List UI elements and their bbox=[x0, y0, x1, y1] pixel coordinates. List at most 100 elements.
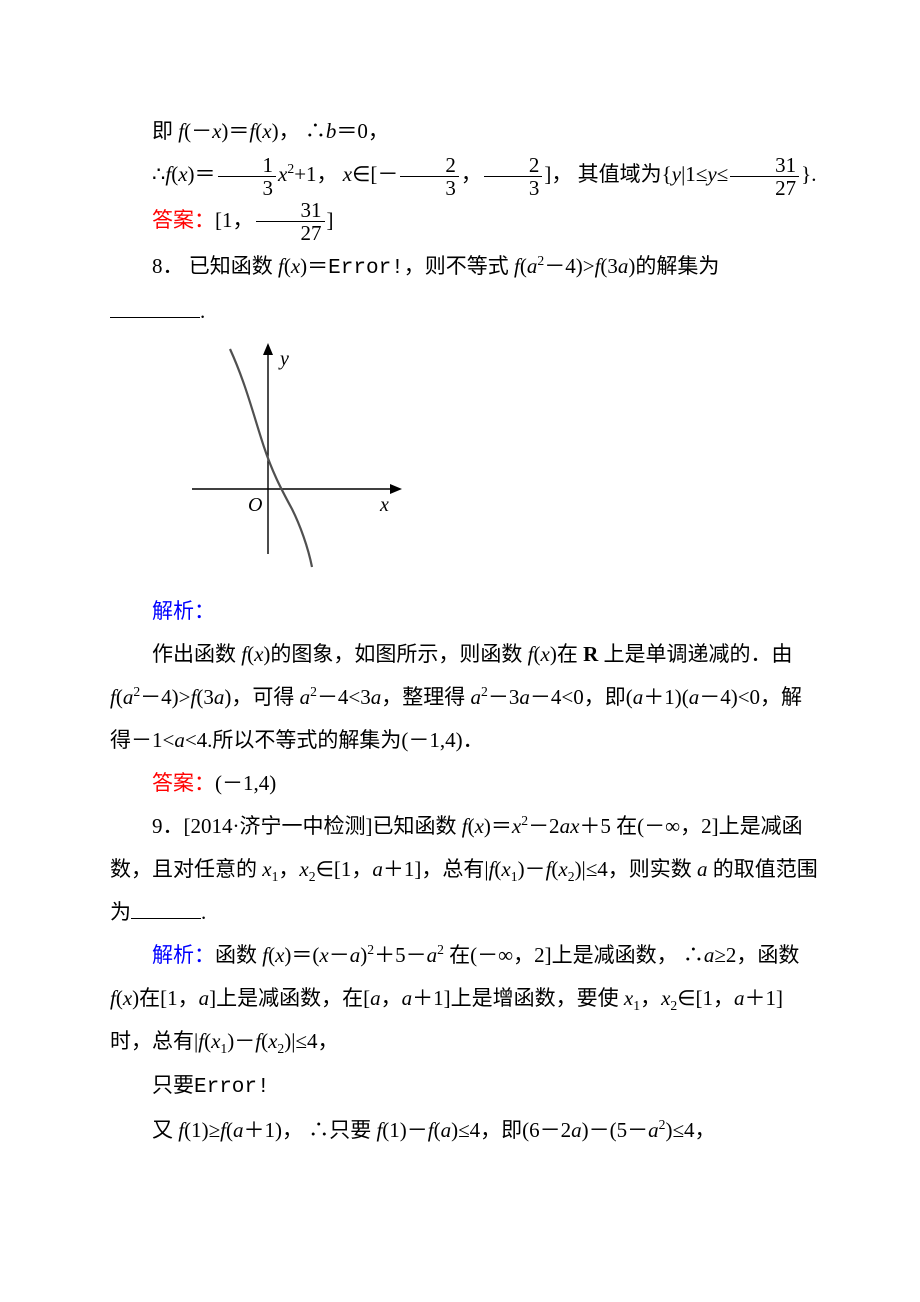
text: ( bbox=[204, 1029, 211, 1053]
answer-line-1: 答案：[1，3127] bbox=[110, 199, 820, 245]
answer-text: (－1,4) bbox=[215, 771, 276, 795]
text: +1， bbox=[294, 162, 343, 186]
text: ∴ bbox=[152, 162, 165, 186]
exponent: 2 bbox=[437, 942, 444, 957]
text: (1)≥ bbox=[184, 1118, 220, 1142]
text: (3 bbox=[600, 254, 618, 278]
fill-blank bbox=[110, 317, 200, 318]
text: )|≤4，则实数 bbox=[575, 857, 697, 881]
var-a: a bbox=[427, 943, 438, 967]
var-x: x bbox=[123, 986, 132, 1010]
text: ( bbox=[226, 1118, 233, 1142]
text: ，整理得 bbox=[381, 685, 470, 709]
var-a: a bbox=[519, 685, 530, 709]
y-axis-label: y bbox=[278, 348, 289, 370]
var-x: x bbox=[570, 814, 579, 838]
var-b: b bbox=[326, 119, 337, 143]
text: ( bbox=[468, 814, 475, 838]
var-a: a bbox=[441, 1118, 452, 1142]
text: )，可得 bbox=[224, 685, 299, 709]
var-x1: x bbox=[501, 857, 510, 881]
answer-8: 答案：(－1,4) bbox=[110, 762, 820, 805]
text: ∈[－ bbox=[352, 162, 398, 186]
answer-label: 答案： bbox=[152, 208, 215, 232]
var-y: y bbox=[672, 162, 681, 186]
question-8-stem: 8． 已知函数 f(x)＝Error!，则不等式 f(a2－4)>f(3a)的解… bbox=[110, 245, 820, 290]
text: 作出函数 bbox=[152, 642, 241, 666]
last-derivation-line: 又 f(1)≥f(a＋1)， ∴只要 f(1)－f(a)≤4，即(6－2a)－(… bbox=[110, 1109, 820, 1152]
text: ≤ bbox=[717, 162, 729, 186]
var-a: a bbox=[471, 685, 482, 709]
text: )的解集为 bbox=[628, 254, 719, 278]
text: )－(5－ bbox=[582, 1118, 649, 1142]
error-text: Error! bbox=[194, 1076, 270, 1099]
text: ( bbox=[116, 685, 123, 709]
text: }. bbox=[801, 162, 816, 186]
text: 又 bbox=[152, 1118, 178, 1142]
fraction-one-third: 13 bbox=[218, 154, 277, 199]
text: ， bbox=[640, 986, 661, 1010]
var-a: a bbox=[527, 254, 538, 278]
var-a: a bbox=[372, 857, 383, 881]
fraction: 23 bbox=[400, 154, 459, 199]
text: ( bbox=[520, 254, 527, 278]
var-a: a bbox=[233, 1118, 244, 1142]
text: ， bbox=[461, 162, 482, 186]
answer-label: 答案： bbox=[152, 771, 215, 795]
text: ＋1)， ∴只要 bbox=[243, 1118, 376, 1142]
var-x1: x bbox=[211, 1029, 220, 1053]
curve bbox=[230, 349, 312, 567]
analysis-label: 解析： bbox=[152, 943, 215, 967]
text: . bbox=[200, 299, 205, 323]
text: 在(－∞，2]上是减函数， ∴ bbox=[444, 943, 704, 967]
text: 上是单调递减的．由 bbox=[598, 642, 792, 666]
text: )＝ bbox=[484, 814, 512, 838]
text: <4.所以不等式的解集为(－1,4)． bbox=[185, 728, 484, 752]
var-y: y bbox=[707, 162, 716, 186]
text: －4)> bbox=[140, 685, 190, 709]
var-x2: x bbox=[299, 857, 308, 881]
text: )≤4， bbox=[665, 1118, 715, 1142]
text: ( bbox=[284, 254, 291, 278]
derivation-line-2: ∴f(x)＝13x2+1， x∈[－23，23]， 其值域为{y|1≤y≤312… bbox=[110, 153, 820, 199]
text: －3 bbox=[488, 685, 520, 709]
var-a: a bbox=[648, 1118, 659, 1142]
text: ( bbox=[116, 986, 123, 1010]
var-a: a bbox=[689, 685, 700, 709]
text: ] bbox=[327, 208, 334, 232]
var-a: a bbox=[560, 814, 571, 838]
fraction: 3127 bbox=[730, 154, 799, 199]
text: )＝ bbox=[188, 162, 216, 186]
text: [1， bbox=[215, 208, 254, 232]
text: )的图象，如图所示，则函数 bbox=[263, 642, 527, 666]
text: ， bbox=[278, 857, 299, 881]
text: －2 bbox=[528, 814, 560, 838]
origin-label: O bbox=[248, 494, 262, 516]
y-axis-arrow-icon bbox=[263, 343, 273, 355]
var-x: x bbox=[262, 119, 271, 143]
var-x: x bbox=[512, 814, 521, 838]
var-x: x bbox=[475, 814, 484, 838]
var-x1: x bbox=[262, 857, 271, 881]
var-x: x bbox=[319, 943, 328, 967]
var-a: a bbox=[174, 728, 185, 752]
text: ( bbox=[534, 642, 541, 666]
text: ∈[1， bbox=[677, 986, 734, 1010]
var-x: x bbox=[178, 162, 187, 186]
fill-blank bbox=[131, 918, 201, 919]
text: －4<3 bbox=[317, 685, 371, 709]
graph-svg: y x O bbox=[180, 339, 430, 569]
text: ∈[1， bbox=[316, 857, 373, 881]
text: ]上是减函数，在[ bbox=[209, 986, 370, 1010]
text: 即 bbox=[152, 119, 178, 143]
text: )在 bbox=[550, 642, 583, 666]
var-x1: x bbox=[624, 986, 633, 1010]
text: ( bbox=[434, 1118, 441, 1142]
text: －4)> bbox=[544, 254, 594, 278]
var-a: a bbox=[618, 254, 629, 278]
text: ＝0， bbox=[336, 119, 389, 143]
text: ]， 其值域为{ bbox=[544, 162, 671, 186]
text: ＋1)( bbox=[643, 685, 689, 709]
var-a: a bbox=[734, 986, 745, 1010]
var-x2: x bbox=[268, 1029, 277, 1053]
